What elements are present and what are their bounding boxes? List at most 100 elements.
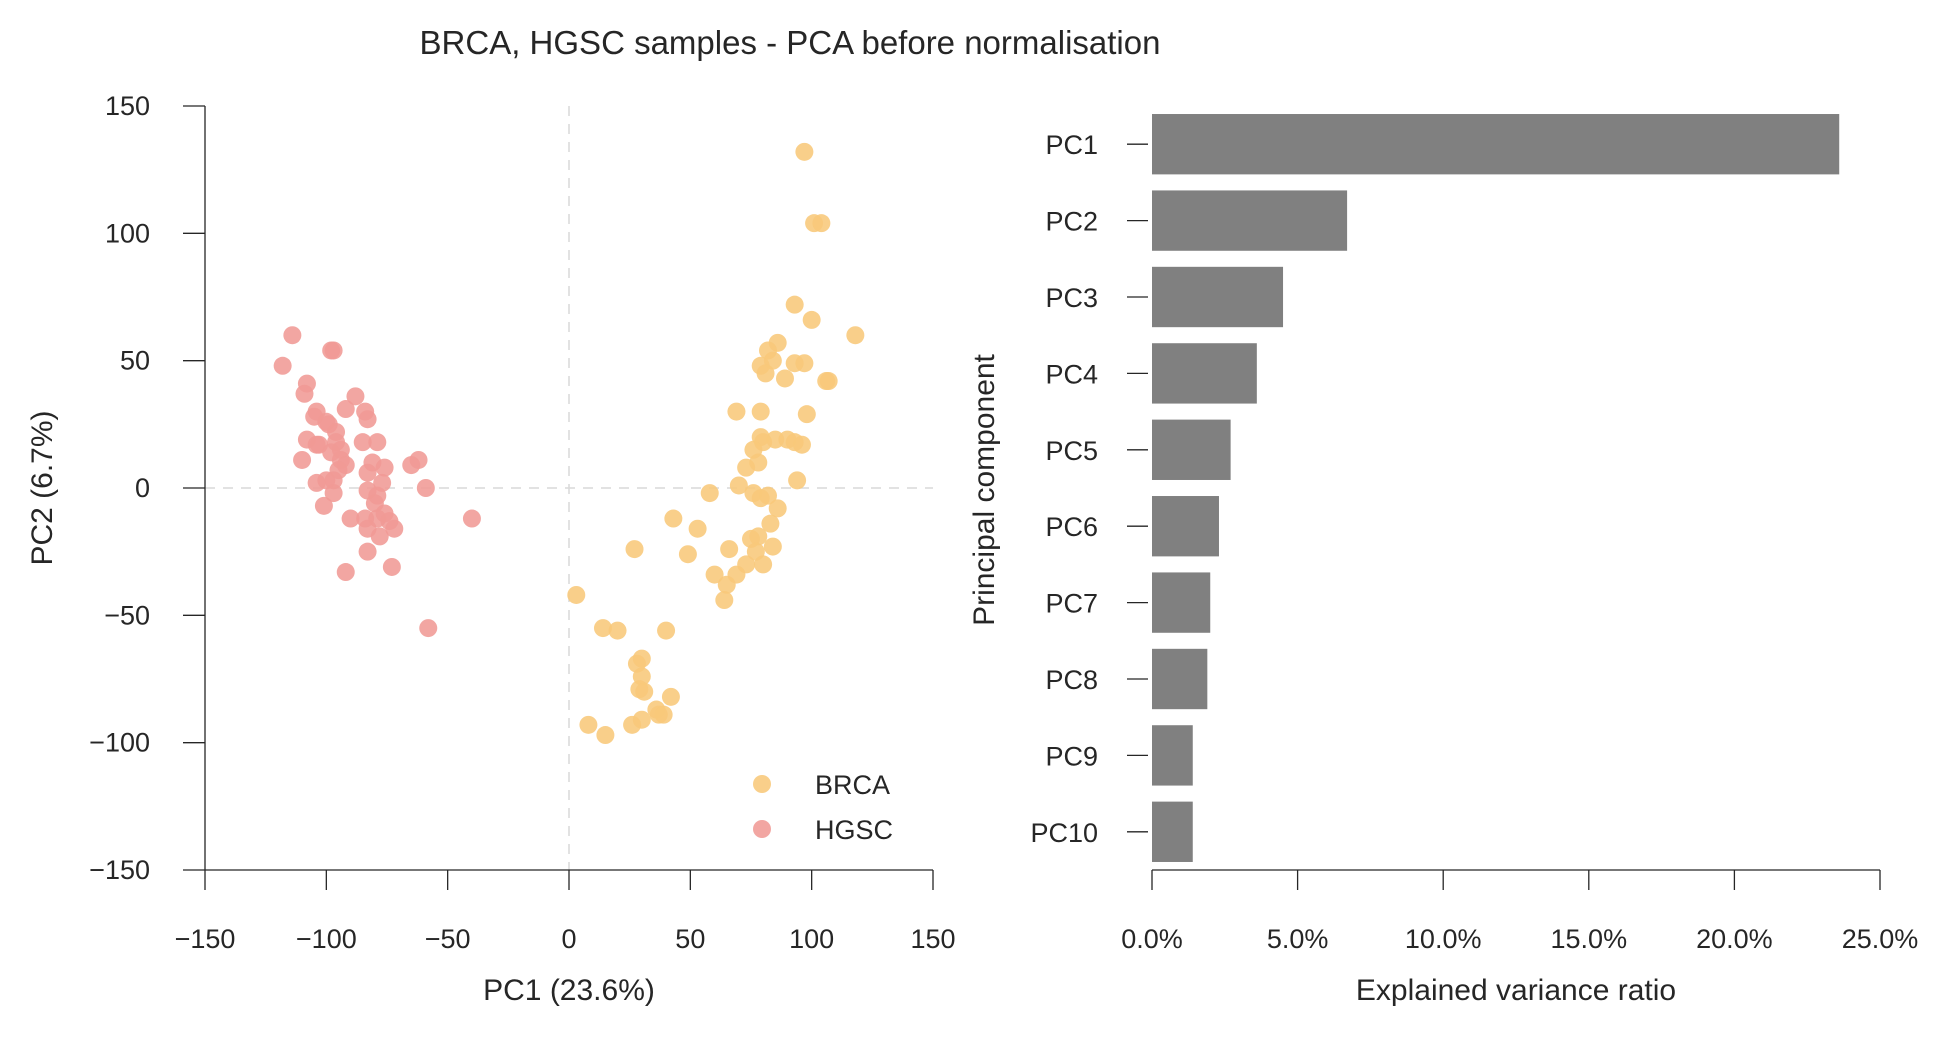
bar-y-tick-label: PC6 xyxy=(1045,512,1098,542)
scatter-point-brca xyxy=(846,326,865,345)
bar-x-tick-label: 0.0% xyxy=(1121,924,1183,954)
scatter-point-brca xyxy=(579,715,598,734)
scatter-point-brca xyxy=(751,489,770,508)
scatter-y-tick-label: −50 xyxy=(104,600,150,630)
bar-y-tick-label: PC2 xyxy=(1045,207,1098,237)
bar-pc9 xyxy=(1152,725,1193,786)
scatter-point-brca xyxy=(657,621,676,640)
scatter-point-brca xyxy=(795,354,814,373)
scatter-point-hgsc xyxy=(336,400,355,419)
scatter-x-tick-label: 0 xyxy=(561,924,576,954)
scatter-point-brca xyxy=(819,372,838,391)
scatter-point-hgsc xyxy=(358,463,377,482)
bar-y-tick-label: PC5 xyxy=(1045,436,1098,466)
bar-y-tick-label: PC1 xyxy=(1045,130,1098,160)
scatter-point-brca xyxy=(688,519,707,538)
scatter-y-tick-label: −100 xyxy=(89,728,150,758)
bar-y-tick-label: PC10 xyxy=(1030,818,1098,848)
scatter-point-brca xyxy=(700,484,719,503)
scatter-point-brca xyxy=(754,555,773,574)
bar-x-tick-label: 25.0% xyxy=(1842,924,1919,954)
scatter-point-brca xyxy=(661,687,680,706)
scatter-point-brca xyxy=(623,715,642,734)
scatter-point-hgsc xyxy=(336,563,355,582)
scatter-point-brca xyxy=(788,471,807,490)
scatter-y-tick-label: 0 xyxy=(135,473,150,503)
scatter-point-brca xyxy=(802,310,821,329)
legend-label-brca: BRCA xyxy=(815,770,890,800)
scatter-y-axis-label: PC2 (6.7%) xyxy=(26,410,59,565)
scatter-point-brca xyxy=(664,509,683,528)
scatter-point-hgsc xyxy=(382,557,401,576)
bar-x-axis-label: Explained variance ratio xyxy=(1356,974,1676,1007)
scatter-x-tick-label: 50 xyxy=(675,924,705,954)
scatter-x-tick-label: −50 xyxy=(425,924,471,954)
scatter-point-hgsc xyxy=(358,410,377,429)
scatter-legend: BRCA HGSC xyxy=(753,770,893,845)
bar-x-tick-label: 15.0% xyxy=(1551,924,1628,954)
scatter-point-brca xyxy=(717,575,736,594)
scatter-point-brca xyxy=(625,540,644,559)
legend-marker-hgsc xyxy=(753,820,771,838)
bar-pc6 xyxy=(1152,496,1219,557)
scatter-point-brca xyxy=(795,142,814,161)
scatter-point-hgsc xyxy=(419,619,438,638)
bar-y-tick-label: PC9 xyxy=(1045,741,1098,771)
scatter-point-brca xyxy=(756,364,775,383)
scatter-point-hgsc xyxy=(341,509,360,528)
scatter-point-hgsc xyxy=(358,542,377,561)
bar-pc8 xyxy=(1152,648,1208,710)
scatter-point-hgsc xyxy=(416,479,435,497)
scatter-x-tick-label: 100 xyxy=(789,924,834,954)
scatter-point-brca xyxy=(635,682,654,701)
scatter-point-brca xyxy=(775,369,794,388)
scatter-point-hgsc xyxy=(353,433,372,452)
legend-label-hgsc: HGSC xyxy=(815,815,893,845)
scatter-point-hgsc xyxy=(368,433,387,452)
scatter-point-brca xyxy=(792,435,811,454)
scatter-point-hgsc xyxy=(462,509,481,528)
scatter-x-tick-label: 150 xyxy=(910,924,955,954)
bar-pc10 xyxy=(1152,801,1193,862)
bar-y-tick-label: PC3 xyxy=(1045,283,1098,313)
bar-pc5 xyxy=(1152,419,1231,480)
scatter-x-tick-label: −100 xyxy=(296,924,357,954)
bar-x-tick-label: 5.0% xyxy=(1267,924,1329,954)
scatter-point-brca xyxy=(812,214,831,233)
scatter-point-hgsc xyxy=(370,527,389,546)
bar-y-tick-label: PC4 xyxy=(1045,359,1098,389)
scatter-point-brca xyxy=(761,514,780,533)
scatter-x-tick-label: −150 xyxy=(175,924,236,954)
scatter-y-tick-label: 50 xyxy=(120,346,150,376)
scatter-point-brca xyxy=(785,295,804,314)
bar-pc1 xyxy=(1152,114,1840,175)
scatter-point-brca xyxy=(596,726,615,745)
scatter-point-brca xyxy=(608,621,627,640)
scatter-point-hgsc xyxy=(402,456,421,475)
scatter-point-brca xyxy=(593,619,612,638)
bar-pc2 xyxy=(1152,190,1348,251)
scatter-point-brca xyxy=(763,537,782,556)
scatter-point-hgsc xyxy=(293,450,312,469)
scatter-point-hgsc xyxy=(375,458,394,477)
scatter-point-brca xyxy=(567,585,586,604)
scatter-point-hgsc xyxy=(283,326,302,345)
scatter-point-hgsc xyxy=(324,484,343,503)
bar-y-tick-label: PC7 xyxy=(1045,589,1098,619)
scatter-y-tick-label: 100 xyxy=(105,218,150,248)
scatter-point-brca xyxy=(768,499,787,518)
scatter-point-hgsc xyxy=(346,387,365,406)
scatter-point-brca xyxy=(715,591,734,610)
scatter-point-brca xyxy=(749,453,768,472)
pca-scatter-plot: −150 −100 −50 0 50 100 150 −150 −100 −50 0 50 100 150… xyxy=(26,91,956,1007)
bar-x-tick-label: 10.0% xyxy=(1405,924,1482,954)
scatter-point-hgsc xyxy=(314,496,333,515)
scatter-point-brca xyxy=(729,476,748,495)
scatter-point-brca xyxy=(720,540,739,559)
scatter-x-axis-label: PC1 (23.6%) xyxy=(483,974,655,1007)
bar-pc4 xyxy=(1152,343,1257,404)
bar-y-tick-label: PC8 xyxy=(1045,665,1098,695)
legend-marker-brca xyxy=(753,775,771,793)
